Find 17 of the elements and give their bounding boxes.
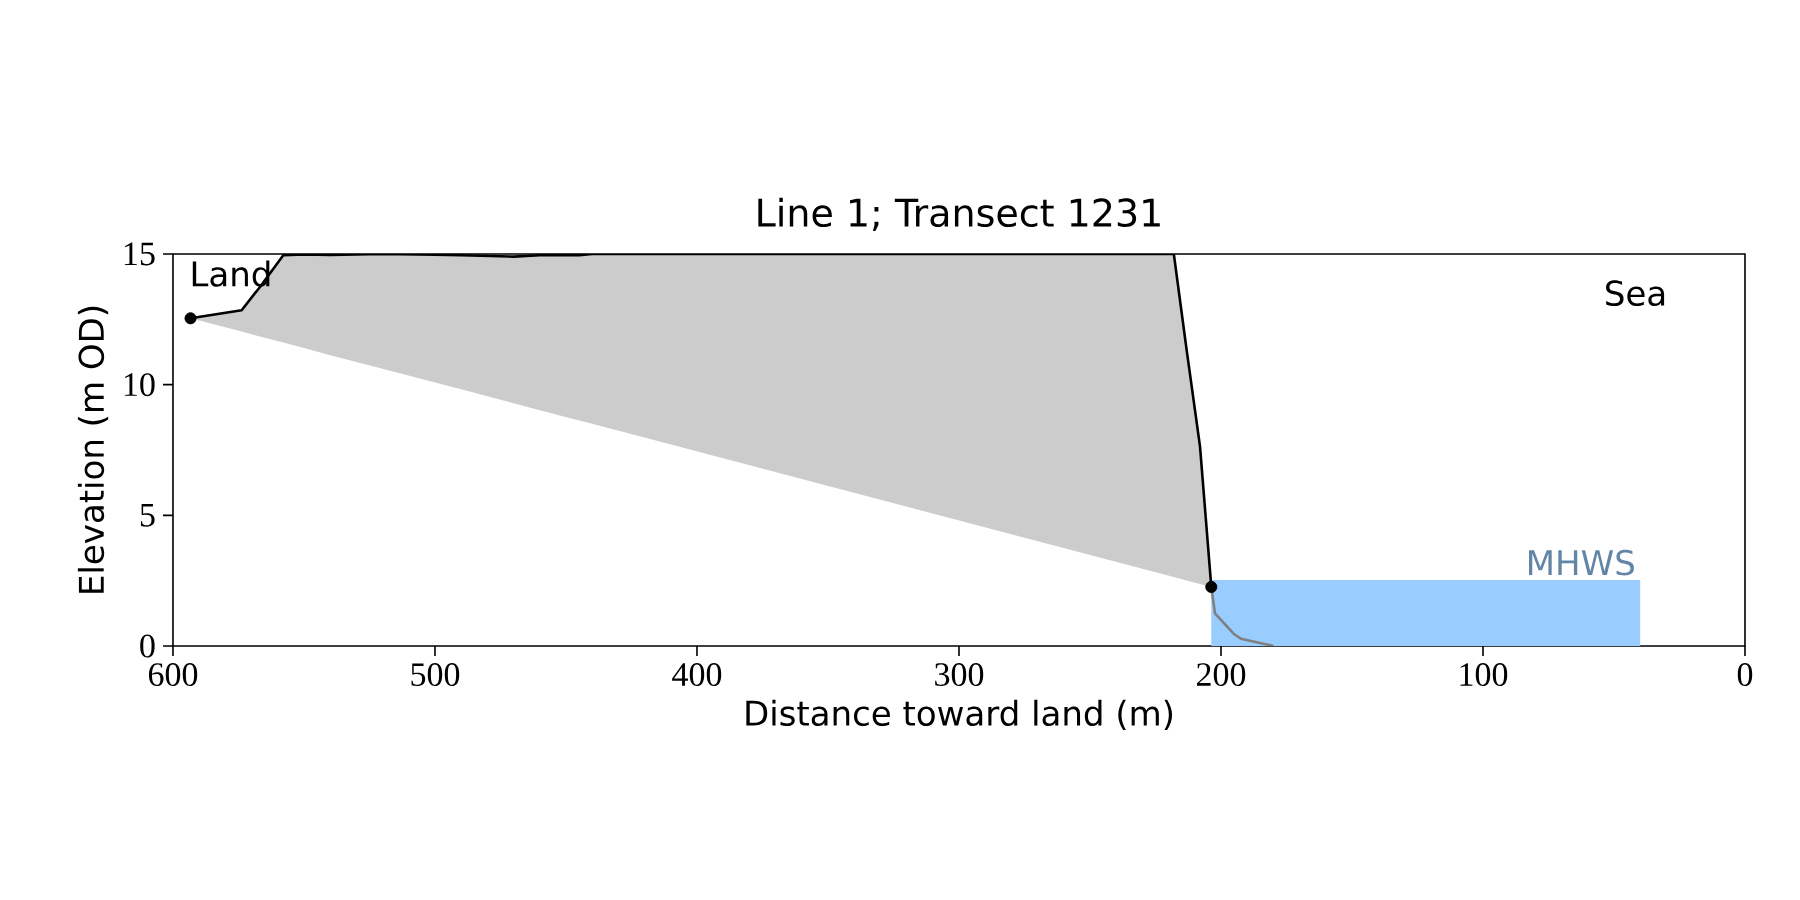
y-axis-title: Elevation (m OD) [77,306,109,593]
series-label: MHWS [1529,549,1634,576]
x-axis-title: Distance toward land (m) [746,699,1173,731]
x-tick-label: 300 [935,663,984,687]
y-tick-label: 10 [124,373,155,397]
y-tick-label: 0 [140,634,155,658]
annotation: Sea [1606,280,1665,307]
x-tick-label: 200 [1196,663,1246,687]
chart-title: Line 1; Transect 1231 [758,197,1160,231]
x-tick-label: 400 [672,663,722,687]
x-tick-label: 500 [411,663,460,687]
x-tick-label: 600 [148,663,198,687]
x-tick-label: 100 [1460,663,1508,687]
x-tick-label: 0 [1737,663,1753,687]
annotation: Land [192,260,270,287]
y-tick-label: 5 [140,504,155,527]
y-tick-label: 15 [124,242,155,266]
